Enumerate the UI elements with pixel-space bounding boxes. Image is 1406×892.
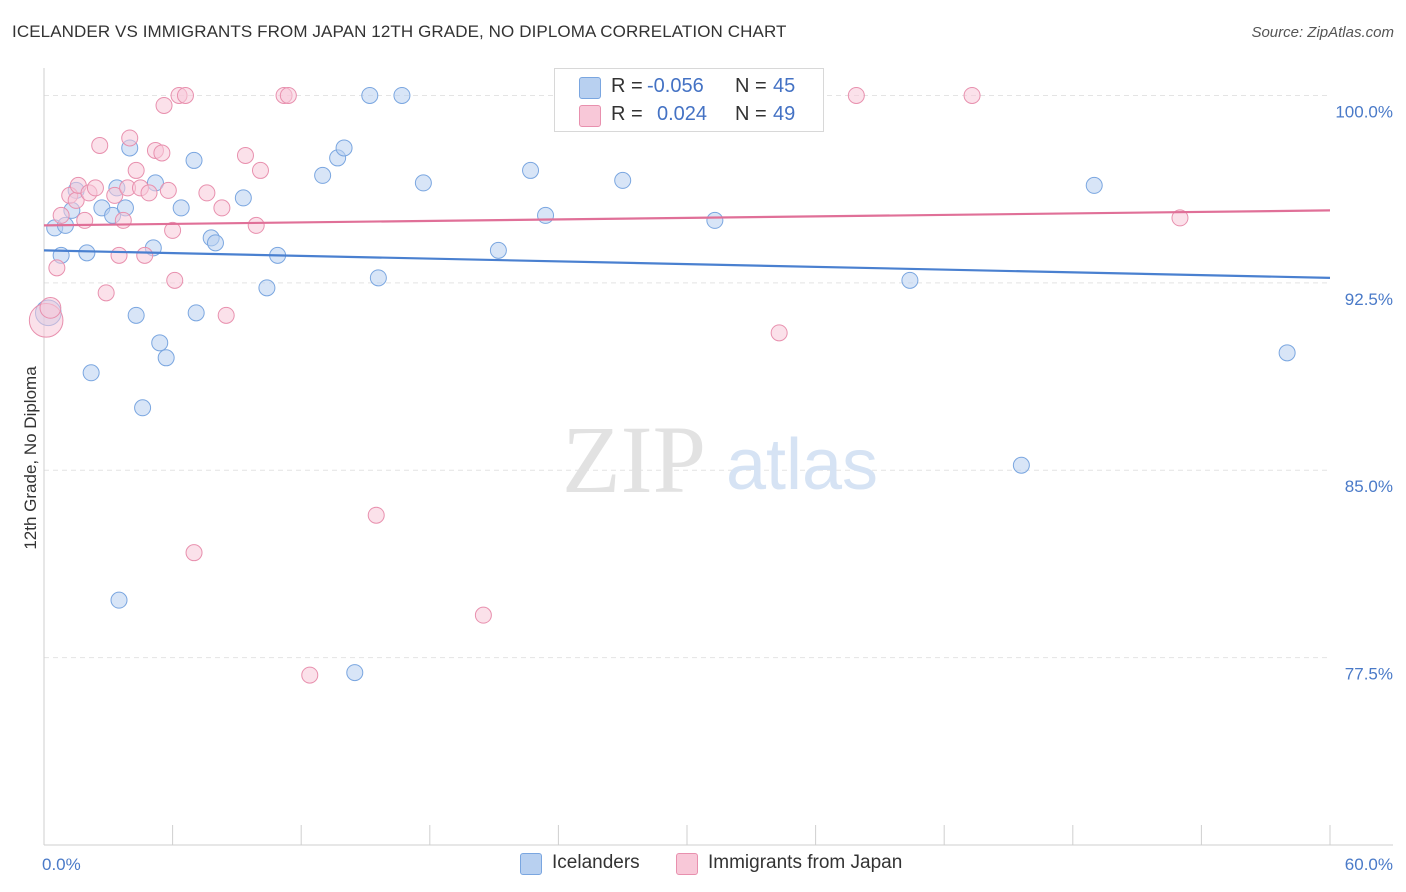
data-point <box>234 189 252 207</box>
data-point <box>335 139 353 157</box>
data-point <box>166 271 184 289</box>
data-point <box>1171 209 1189 227</box>
data-point <box>164 221 182 239</box>
x-tick-label: 60.0% <box>1345 855 1393 874</box>
data-point <box>1012 456 1030 474</box>
y-tick-label: 92.5% <box>1345 290 1393 309</box>
data-point <box>314 166 332 184</box>
data-point <box>114 211 132 229</box>
data-point <box>39 296 62 319</box>
data-point <box>489 241 507 259</box>
chart-title: ICELANDER VS IMMIGRANTS FROM JAPAN 12TH … <box>12 22 787 41</box>
legend-r-label: R = <box>611 103 643 125</box>
legend-swatch-japan <box>676 853 698 875</box>
data-point <box>134 399 152 417</box>
legend-n-value: 49 <box>773 103 796 125</box>
data-point <box>847 86 865 104</box>
data-point <box>185 151 203 169</box>
data-point <box>185 544 203 562</box>
y-tick-label: 100.0% <box>1335 102 1393 121</box>
data-point <box>251 161 269 179</box>
data-point <box>187 304 205 322</box>
legend-n-label: N = <box>735 75 767 97</box>
data-point <box>140 184 158 202</box>
legend-swatch-japan <box>579 105 601 127</box>
data-point <box>48 259 66 277</box>
data-point <box>136 246 154 264</box>
data-point <box>537 206 555 224</box>
data-point <box>963 86 981 104</box>
data-point <box>614 171 632 189</box>
y-tick-label: 77.5% <box>1345 665 1393 684</box>
data-point <box>172 199 190 217</box>
data-point <box>198 184 216 202</box>
tick-labels: 100.0% 92.5% 85.0% 77.5% 0.0% 60.0% <box>42 102 1393 874</box>
watermark-atlas: atlas <box>726 425 878 505</box>
data-point <box>86 179 104 197</box>
legend-swatch-icelanders <box>579 77 601 99</box>
data-point <box>155 96 173 114</box>
data-point <box>110 246 128 264</box>
data-point <box>78 244 96 262</box>
data-point <box>279 86 297 104</box>
data-point <box>97 284 115 302</box>
data-point <box>414 174 432 192</box>
stats-legend: R = -0.056 N = 45 R = 0.024 N = 49 <box>554 68 824 132</box>
data-point <box>91 136 109 154</box>
data-point <box>346 664 364 682</box>
legend-swatch-icelanders <box>520 853 542 875</box>
data-point <box>1085 176 1103 194</box>
legend-r-value: -0.056 <box>647 75 704 97</box>
data-point <box>301 666 319 684</box>
trend-lines <box>43 209 1331 279</box>
data-point <box>706 211 724 229</box>
data-point <box>369 269 387 287</box>
data-point <box>52 206 70 224</box>
axes <box>43 68 1393 846</box>
data-point <box>157 349 175 367</box>
legend-r-value: 0.024 <box>657 103 708 125</box>
data-point <box>217 306 235 324</box>
data-points <box>28 86 1296 684</box>
data-point <box>110 591 128 609</box>
data-point <box>82 364 100 382</box>
legend-r-label: R = <box>611 75 643 97</box>
data-point <box>121 129 139 147</box>
data-point <box>361 86 379 104</box>
data-point <box>176 86 194 104</box>
legend-n-value: 45 <box>773 75 796 97</box>
data-point <box>206 234 224 252</box>
data-point <box>106 186 124 204</box>
data-point <box>770 324 788 342</box>
data-point <box>1278 344 1296 362</box>
watermark-zip: ZIP <box>562 406 706 513</box>
data-point <box>474 606 492 624</box>
data-point <box>367 506 385 524</box>
data-point <box>153 144 171 162</box>
trend-line <box>43 249 1331 279</box>
data-point <box>247 216 265 234</box>
data-point <box>393 86 411 104</box>
data-point <box>901 271 919 289</box>
x-tick-label: 0.0% <box>42 855 81 874</box>
data-point <box>236 146 254 164</box>
source-credit: Source: ZipAtlas.com <box>1251 24 1394 41</box>
data-point <box>258 279 276 297</box>
data-point <box>159 181 177 199</box>
y-axis-label: 12th Grade, No Diploma <box>21 366 40 550</box>
data-point <box>213 199 231 217</box>
data-point <box>151 334 169 352</box>
data-point <box>522 161 540 179</box>
data-point <box>127 161 145 179</box>
y-tick-label: 85.0% <box>1345 477 1393 496</box>
data-point <box>127 306 145 324</box>
grid-lines <box>44 94 1330 659</box>
legend-label-icelanders: Icelanders <box>552 852 640 873</box>
legend-n-label: N = <box>735 103 767 125</box>
trend-line <box>43 209 1331 227</box>
legend-label-japan: Immigrants from Japan <box>708 852 903 873</box>
